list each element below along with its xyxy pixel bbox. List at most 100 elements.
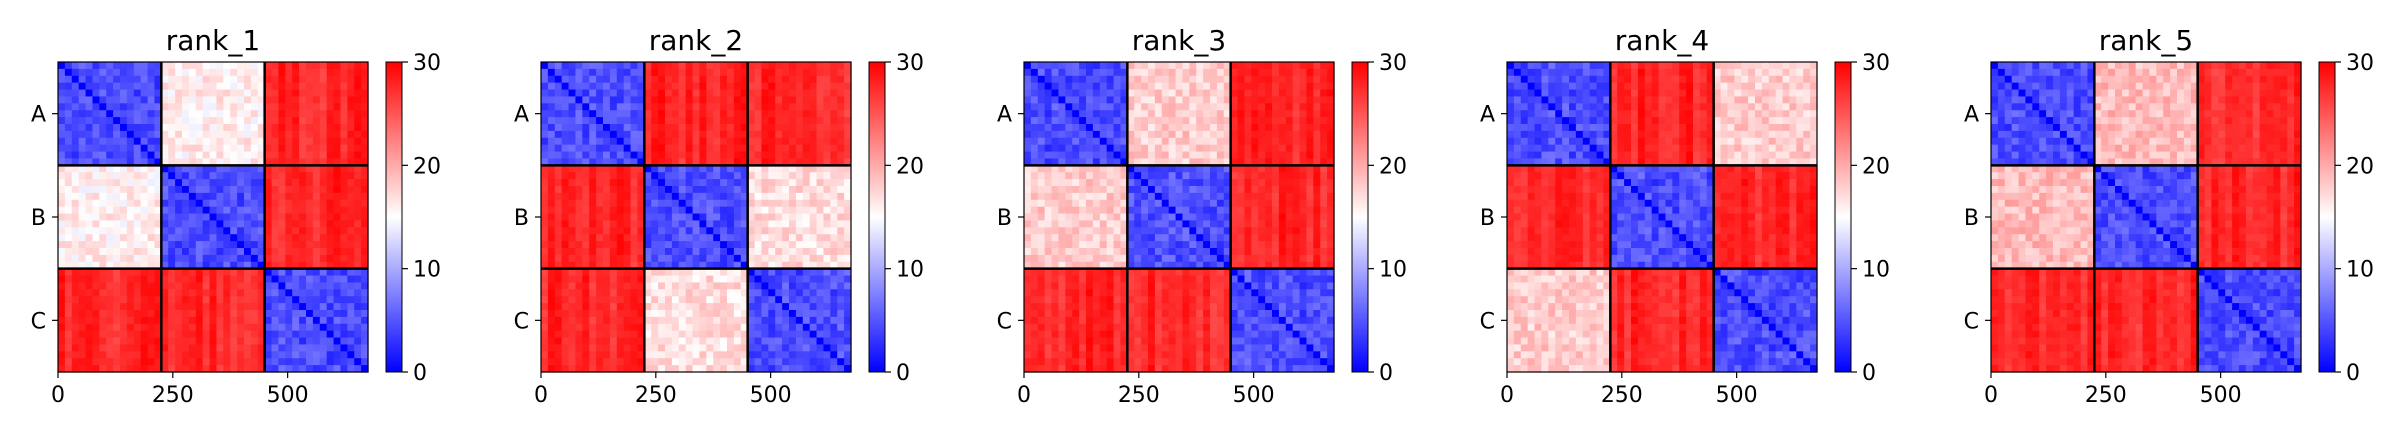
heatmap-cell	[182, 199, 190, 208]
heatmap-cell	[168, 186, 176, 194]
heatmap-cell	[651, 137, 659, 146]
heatmap-cell	[699, 137, 707, 146]
heatmap-cell	[230, 151, 238, 160]
heatmap-cell	[1168, 68, 1177, 77]
heatmap-cell	[113, 124, 121, 132]
heatmap-cell	[609, 117, 618, 125]
heatmap-cell	[1244, 82, 1252, 91]
heatmap-cell	[264, 199, 273, 208]
heatmap-cell	[651, 289, 659, 297]
heatmap-cell	[182, 103, 190, 111]
heatmap-cell	[1044, 179, 1053, 187]
heatmap-cell	[775, 268, 783, 277]
heatmap-cell	[1141, 124, 1149, 132]
heatmap-cell	[1141, 103, 1149, 111]
heatmap-cell	[733, 254, 742, 263]
heatmap-cell	[354, 268, 362, 277]
heatmap-cell	[692, 130, 701, 139]
heatmap-cell	[754, 323, 763, 332]
heatmap-cell	[830, 179, 838, 187]
heatmap-cell	[340, 110, 348, 118]
heatmap-cell	[1168, 75, 1177, 84]
heatmap-cell	[292, 358, 300, 366]
heatmap-cell	[1037, 144, 1046, 153]
heatmap-cell	[1320, 137, 1328, 146]
heatmap-cell	[216, 165, 224, 173]
heatmap-cell	[161, 68, 169, 77]
heatmap-cell	[230, 192, 238, 201]
heatmap-cell	[1168, 117, 1177, 125]
heatmap-cell	[237, 220, 245, 228]
heatmap-cell	[644, 227, 652, 235]
heatmap-cell	[140, 199, 149, 208]
heatmap-cell	[1072, 206, 1080, 215]
heatmap-cell	[809, 75, 818, 84]
heatmap-cell	[1182, 124, 1190, 132]
heatmap-cell	[250, 268, 259, 277]
heatmap-cell	[713, 310, 721, 318]
heatmap-cell	[264, 275, 273, 284]
heatmap-cell	[720, 137, 728, 146]
heatmap-cell	[333, 158, 342, 166]
heatmap-cell	[1210, 151, 1218, 160]
heatmap-cell	[802, 248, 811, 256]
heatmap-cell	[271, 158, 280, 166]
heatmap-cell	[699, 248, 707, 256]
heatmap-cell	[1216, 124, 1225, 132]
heatmap-cell	[237, 282, 245, 290]
heatmap-cell	[106, 248, 114, 256]
heatmap-cell	[1099, 192, 1108, 201]
heatmap-cell	[147, 103, 156, 111]
heatmap-cell	[603, 234, 611, 242]
heatmap-cell	[727, 62, 735, 70]
heatmap-cell	[1044, 213, 1053, 222]
heatmap-cell	[727, 130, 735, 139]
heatmap-cell	[106, 82, 114, 91]
heatmap-cell	[312, 289, 321, 297]
heatmap-cell	[1237, 110, 1246, 118]
heatmap-cell	[1058, 199, 1066, 208]
heatmap-cell	[844, 192, 852, 201]
heatmap-cell	[202, 68, 211, 77]
heatmap-cell	[154, 179, 162, 187]
heatmap-cell	[1030, 103, 1039, 111]
heatmap-cell	[299, 165, 307, 173]
heatmap-cell	[126, 62, 135, 70]
heatmap-cell	[733, 310, 742, 318]
chart-title: rank_1	[166, 24, 260, 57]
heatmap-cell	[554, 68, 563, 77]
heatmap-cell	[623, 227, 632, 235]
heatmap-cell	[319, 179, 328, 187]
heatmap-cell	[816, 124, 825, 132]
heatmap-cell	[92, 310, 100, 318]
heatmap-cell	[299, 172, 307, 180]
heatmap-cell	[775, 234, 783, 242]
heatmap-cell	[575, 310, 583, 318]
heatmap-cell	[230, 89, 238, 98]
heatmap-cell	[1092, 96, 1101, 104]
heatmap-cell	[126, 296, 135, 304]
heatmap-cell	[713, 158, 721, 166]
heatmap-cell	[333, 130, 342, 139]
heatmap-cell	[830, 89, 838, 98]
heatmap-cell	[250, 62, 259, 70]
heatmap-cell	[761, 296, 769, 304]
heatmap-cell	[720, 261, 728, 270]
heatmap-cell	[644, 103, 652, 111]
heatmap-cell	[733, 234, 742, 242]
heatmap-cell	[319, 186, 328, 194]
heatmap-cell	[603, 151, 611, 160]
heatmap-cell	[58, 254, 66, 263]
heatmap-cell	[216, 213, 224, 222]
heatmap-cell	[658, 351, 666, 359]
heatmap-cell	[754, 151, 763, 160]
heatmap-cell	[616, 261, 625, 270]
heatmap-cell	[823, 165, 831, 173]
heatmap-cell	[195, 89, 204, 98]
heatmap-cell	[816, 220, 825, 228]
heatmap-cell	[1230, 62, 1239, 70]
heatmap-cell	[299, 137, 307, 146]
heatmap-cell	[547, 248, 556, 256]
heatmap-cell	[575, 282, 583, 290]
heatmap-cell	[175, 124, 183, 132]
